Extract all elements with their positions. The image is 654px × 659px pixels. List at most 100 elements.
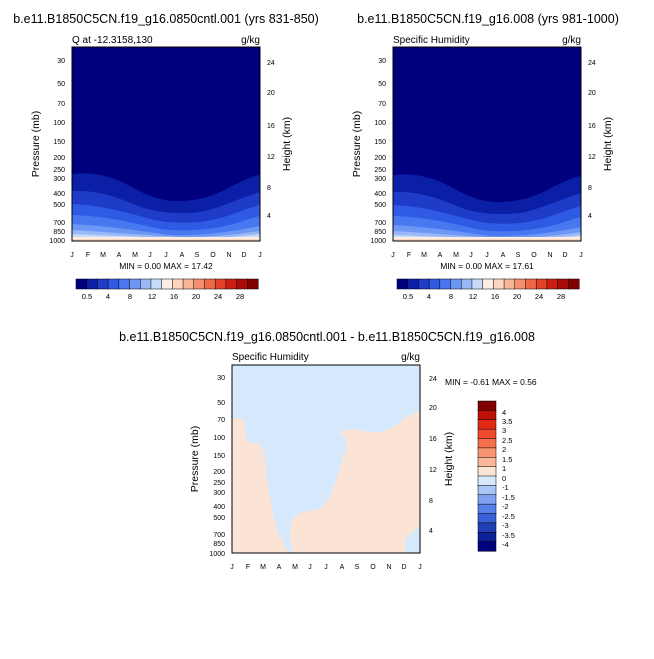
- panel-3-colorbar-cell-11: [477, 503, 497, 515]
- panel-2-xtick-0: J: [391, 252, 395, 259]
- panel-1-ytick-300: 300: [53, 176, 65, 183]
- panel-3-colorbar-cell-5: [477, 447, 497, 458]
- panel-1-cb-label-6: 24: [214, 292, 222, 301]
- panel-2-xtick-7: A: [501, 252, 506, 259]
- panel-3-cb-label-3: 2.5: [502, 436, 512, 445]
- panel-2-colorbar-cell-7: [471, 278, 484, 290]
- panel-2-xtick-9: O: [531, 252, 537, 259]
- panel-3-ytick-50: 50: [217, 400, 225, 407]
- panel-1-xtick-7: A: [180, 252, 185, 259]
- panel-2-ylabel-right: Height (km): [602, 117, 614, 171]
- panel-2-rtick-4: 4: [588, 213, 592, 220]
- panel-3-ytick-70: 70: [217, 417, 225, 424]
- panel-2-ylabel: Pressure (mb): [351, 111, 363, 178]
- panel-3-xtick-10: N: [386, 564, 391, 571]
- panel-1-cb-label-2: 8: [128, 292, 132, 301]
- panel-2-rtick-8: 8: [588, 185, 592, 192]
- panel-3-frame: [231, 364, 421, 554]
- panel-3-colorbar-cell-1: [477, 410, 497, 421]
- panel-1-colorbar-cell-8: [161, 278, 173, 290]
- panel-1-xticks: J F M A M J J A S O N D J: [70, 252, 262, 259]
- panel-2-ytick-200: 200: [374, 155, 386, 162]
- panel-2-ytick-1000: 1000: [370, 238, 386, 245]
- panel-1-colorbar-cells: [75, 278, 259, 290]
- panel-3-xtick-9: O: [370, 564, 376, 571]
- panel-1-rtick-16: 16: [267, 123, 275, 130]
- panel-2-stats: MIN = 0.00 MAX = 17.61: [440, 261, 534, 271]
- panel-3-rtick-12: 12: [429, 467, 437, 474]
- panel-3-colorbar: 4 3.5 3 2.5 2 1.5 1 0 -1 -1.5 -2 -2.5 -3…: [477, 400, 515, 552]
- panel-1-colorbar-cell-2: [97, 278, 109, 290]
- panel-3-xticks: J F M A M J J A S O N D J: [230, 564, 422, 571]
- panel-2-cb-label-2: 8: [449, 292, 453, 301]
- panel-3-ytick-850: 850: [213, 541, 225, 548]
- panel-2-xticks: J F M A M J J A S O N D J: [391, 252, 583, 259]
- panel-2-ytick-30: 30: [378, 58, 386, 65]
- panel-3-cb-label-5: 1.5: [502, 455, 512, 464]
- panel-2-colorbar-cell-11: [514, 278, 527, 290]
- panel-1-xtick-11: D: [241, 252, 246, 259]
- panel-3-stats: MIN = -0.61 MAX = 0.56: [445, 377, 537, 387]
- panel-3-ytick-300: 300: [213, 490, 225, 497]
- panel-2-colorbar-cell-14: [546, 278, 559, 290]
- panel-2-xtick-12: J: [579, 252, 583, 259]
- panel-1-xtick-4: M: [132, 252, 138, 259]
- panel-1-colorbar-cell-14: [225, 278, 238, 290]
- panel-2-colorbar-cell-6: [460, 278, 473, 290]
- panel-2-colorbar-cell-9: [493, 278, 505, 290]
- panel-1-xtick-6: J: [164, 252, 168, 259]
- panel-3-cb-label-8: -1: [502, 483, 509, 492]
- panel-1-subtitle-left: Q at -12.3158,130: [72, 35, 153, 46]
- panel-2-xtick-2: M: [421, 252, 427, 259]
- panel-2-xtick-3: A: [438, 252, 443, 259]
- panel-3-colorbar-cell-2: [477, 419, 497, 430]
- panel-3-colorbar-cell-9: [477, 485, 497, 496]
- panel-1-colorbar-cell-6: [139, 278, 152, 290]
- panel-1-plot: [71, 46, 261, 242]
- panel-2-ytick-300: 300: [374, 176, 386, 183]
- panel-1-cb-label-5: 20: [192, 292, 200, 301]
- panel-2-rtick-12: 12: [588, 154, 596, 161]
- panel-3-xtick-2: M: [260, 564, 266, 571]
- panel-2-subtitle-right: g/kg: [562, 35, 581, 46]
- panel-3-ytick-1000: 1000: [209, 551, 225, 558]
- panel-2-xtick-11: D: [562, 252, 567, 259]
- panel-2-xtick-5: J: [469, 252, 473, 259]
- panel-2-rtick-20: 20: [588, 90, 596, 97]
- panel-3-cb-label-11: -2.5: [502, 512, 515, 521]
- panel-2-ytick-250: 250: [374, 167, 386, 174]
- panel-1-colorbar-cell-0: [75, 278, 88, 290]
- panel-1-xtick-1: F: [86, 252, 90, 259]
- panel-3: b.e11.B1850C5CN.f19_g16.0850cntl.001 - b…: [119, 330, 537, 571]
- panel-3-subtitle-left: Specific Humidity: [232, 352, 309, 363]
- panel-3-rtick-16: 16: [429, 436, 437, 443]
- panel-1-colorbar-cell-4: [118, 278, 131, 290]
- panel-1-ytick-50: 50: [57, 81, 65, 88]
- panel-1-colorbar-cell-12: [204, 278, 216, 290]
- panel-2-ytick-100: 100: [374, 120, 386, 127]
- panel-2-xtick-6: J: [485, 252, 489, 259]
- panel-3-colorbar-cell-14: [477, 532, 497, 543]
- panel-3-cb-label-6: 1: [502, 464, 506, 473]
- panel-2-colorbar-cell-13: [535, 278, 548, 290]
- panel-1-ytick-100: 100: [53, 120, 65, 127]
- panel-2-colorbar-cell-2: [418, 278, 430, 290]
- panel-3-cb-label-0: 4: [502, 408, 506, 417]
- panel-3-rtick-20: 20: [429, 405, 437, 412]
- panel-3-colorbar-cell-6: [477, 457, 497, 468]
- panel-3-colorbar-cell-4: [477, 438, 497, 449]
- panel-3-colorbar-cell-10: [477, 494, 497, 505]
- panel-1-rtick-4: 4: [267, 213, 271, 220]
- panel-1-colorbar-cell-3: [107, 278, 120, 290]
- panel-1-colorbar-cell-16: [247, 278, 259, 290]
- panel-3-cb-label-7: 0: [502, 474, 506, 483]
- panel-3-xtick-11: D: [401, 564, 406, 571]
- panel-2-cb-label-0: 0.5: [403, 292, 413, 301]
- panel-3-colorbar-cell-0: [477, 400, 497, 411]
- panel-1-cb-label-1: 4: [106, 292, 110, 301]
- panel-2-rtick-16: 16: [588, 123, 596, 130]
- panel-3-subtitle-right: g/kg: [401, 352, 420, 363]
- panel-1-colorbar-cell-5: [129, 278, 141, 290]
- panel-1-subtitle-right: g/kg: [241, 35, 260, 46]
